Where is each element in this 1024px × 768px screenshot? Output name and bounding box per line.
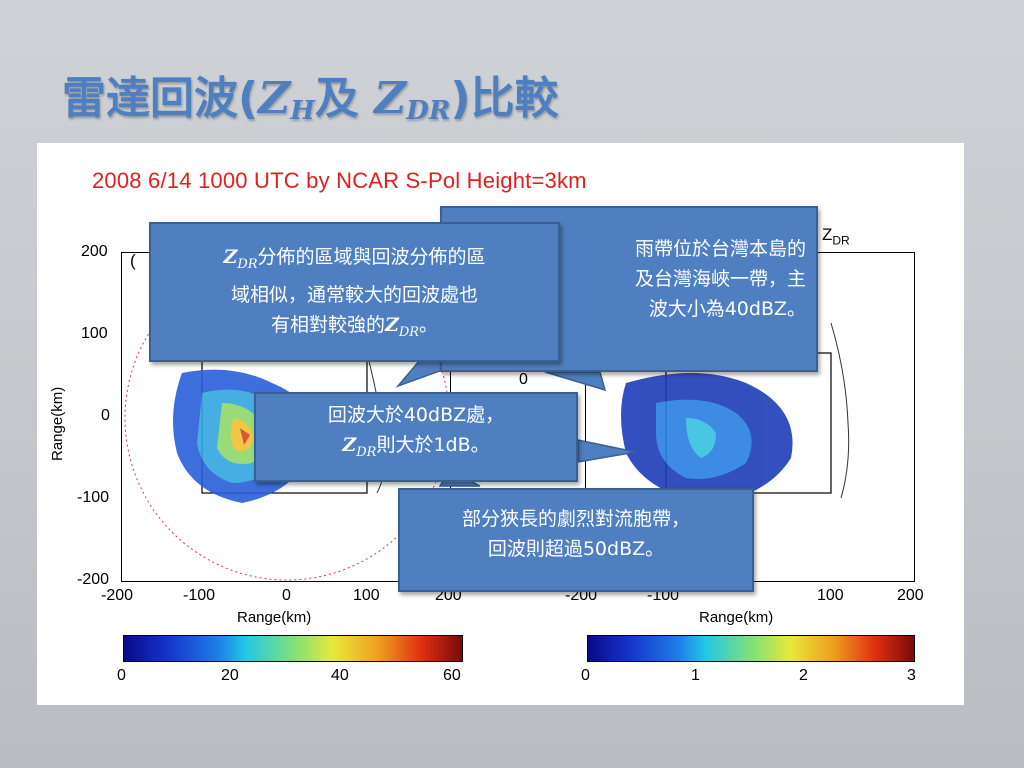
callout-40dbz-line1: 回波大於40dBZ處， (327, 404, 505, 426)
callout-zdr-region-line3-post: 。 (419, 313, 439, 336)
x-tick-left: -100 (183, 587, 216, 604)
right-panel-label: ZDR (822, 225, 850, 247)
callout-rainband-line2: 及台灣海峽一帶，主 (634, 268, 806, 290)
callout-40dbz-line2-rest: 則大於1dB。 (376, 434, 490, 456)
zdr-symbol: Z (223, 246, 238, 268)
colorbar-right-tick: 3 (907, 667, 916, 684)
right-partial-tick: 0 (519, 371, 528, 388)
x-tick-left: 0 (282, 587, 291, 604)
callout-zdr-region-line1-rest: 分佈的區域與回波分佈的區 (257, 246, 486, 268)
x-axis-label-left: Range(km) (237, 609, 312, 626)
y-tick: -200 (77, 571, 110, 588)
colorbar-right-tick: 1 (691, 667, 700, 684)
callout-zdr-region-line2: 域相似，通常較大的回波處也 (230, 283, 478, 306)
callout-zdr-region-line3-pre: 有相對較強的 (270, 313, 385, 336)
zdr-subscript: DR (237, 256, 258, 272)
zdr-symbol: Z (342, 434, 357, 456)
colorbar-left-tick: 0 (117, 667, 126, 684)
title-prefix: 雷達回波( (62, 73, 259, 124)
right-panel-label-subscript: DR (832, 233, 850, 248)
zdr-subscript: DR (356, 444, 377, 460)
title-zdr-subscript: DR (406, 96, 451, 126)
callout-zdr-region: ZDR分佈的區域與回波分佈的區 域相似，通常較大的回波處也 有相對較強的ZDR。 (149, 222, 560, 362)
callout-convective-cells: 部分狹長的劇烈對流胞帶， 回波則超過50dBZ。 (398, 488, 754, 592)
left-panel-label: ( (130, 251, 136, 270)
slide-title: 雷達回波(ZH及 ZDR)比較 (62, 62, 559, 126)
callout-40dbz-line2: ZDR則大於1dB。 (266, 430, 566, 468)
x-tick-right: 100 (817, 587, 844, 604)
callout-40dbz: 回波大於40dBZ處， ZDR則大於1dB。 (254, 392, 578, 482)
x-tick-left: -200 (101, 587, 134, 604)
y-tick: 100 (81, 325, 108, 342)
zdr-colorbar (587, 635, 915, 662)
zdr-subscript: DR (398, 324, 420, 340)
title-zh-subscript: H (290, 96, 315, 126)
x-tick-left: 100 (353, 587, 380, 604)
zdr-symbol: Z (384, 313, 399, 336)
y-tick: -100 (77, 489, 110, 506)
y-tick: 0 (101, 407, 110, 424)
y-tick: 200 (81, 243, 108, 260)
callout-convective-cells-line2: 回波則超過50dBZ。 (487, 538, 665, 560)
colorbar-left-tick: 40 (331, 667, 349, 684)
colorbar-right-tick: 2 (799, 667, 808, 684)
title-zdr-symbol: Z (374, 73, 407, 124)
title-suffix: )比較 (450, 73, 559, 124)
callout-zdr-region-line1: ZDR分佈的區域與回波分佈的區 (161, 242, 548, 280)
callout-rainband-line3: 波大小為40dBZ。 (648, 298, 806, 320)
reflectivity-colorbar (123, 635, 463, 662)
title-zh-symbol: Z (258, 73, 291, 124)
callout-convective-cells-line1: 部分狹長的劇烈對流胞帶， (461, 508, 690, 530)
x-tick-right: 200 (897, 587, 924, 604)
figure-header: 2008 6/14 1000 UTC by NCAR S-Pol Height=… (92, 168, 587, 193)
colorbar-left-tick: 20 (221, 667, 239, 684)
colorbar-left-tick: 60 (443, 667, 461, 684)
right-panel-label-symbol: Z (822, 225, 833, 244)
callout-zdr-region-line3: 有相對較強的ZDR。 (161, 310, 548, 348)
x-axis-label-right: Range(km) (699, 609, 774, 626)
title-mid: 及 (314, 73, 375, 124)
callout-rainband-line1: 雨帶位於台灣本島的 (634, 238, 806, 260)
colorbar-right-tick: 0 (581, 667, 590, 684)
